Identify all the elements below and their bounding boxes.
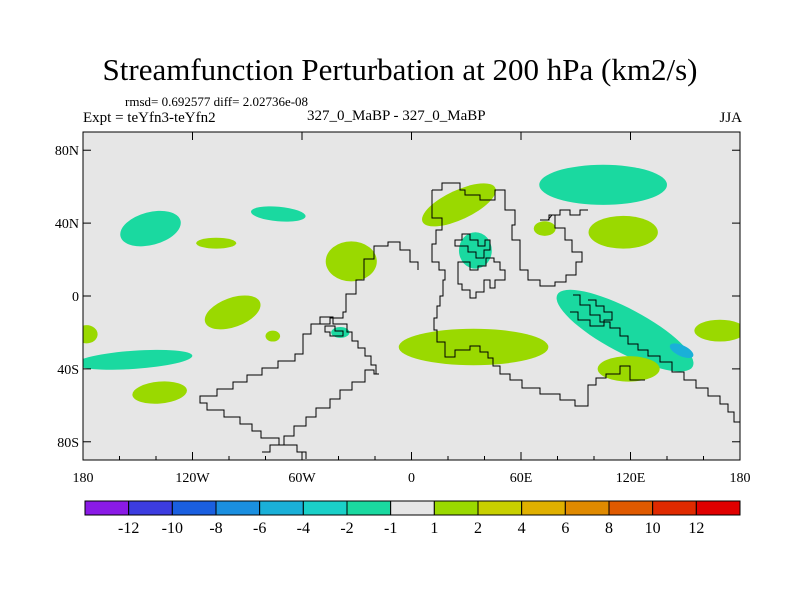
coastline-mesoamerica — [320, 241, 419, 325]
contour-region-16 — [588, 215, 658, 249]
contour-region-11 — [398, 328, 549, 366]
coastline-arabia — [457, 257, 506, 299]
colorbar-label: 4 — [518, 520, 526, 537]
colorbar-box — [302, 500, 348, 516]
contour-region-17 — [556, 289, 694, 372]
coastline-americas-east — [262, 369, 379, 453]
colorbar-label: -8 — [209, 520, 222, 537]
colorbar-box — [259, 500, 304, 516]
y-tick-label: 80S — [57, 436, 79, 451]
contour-region-4 — [325, 241, 377, 282]
colorbar-label: -2 — [340, 520, 353, 537]
colorbar-label: -1 — [384, 520, 397, 537]
contour-region-14 — [533, 221, 556, 236]
contour-fill-layer — [83, 164, 740, 404]
x-axis: 180 120W 60W 0 60E 120E 180 — [73, 132, 751, 486]
y-tick-label: 80N — [55, 144, 79, 159]
colorbar-box — [84, 500, 130, 516]
contour-region-6 — [83, 325, 98, 344]
coastline-caribbean — [324, 325, 344, 337]
contour-region-7 — [83, 349, 193, 370]
colorbar: -12 -10 -8 -6 -4 -2 -1 1 2 4 6 8 10 12 — [84, 500, 741, 537]
contour-region-15 — [539, 164, 667, 205]
y-tick-label: 40N — [55, 217, 79, 232]
contour-region-19 — [597, 356, 660, 382]
colorbar-label: 6 — [561, 520, 569, 537]
x-tick-label: 180 — [730, 471, 751, 486]
colorbar-label: 1 — [430, 520, 438, 537]
x-tick-label: 120W — [175, 471, 210, 486]
contour-region-20 — [694, 319, 740, 342]
coastline-layer — [199, 182, 740, 459]
contour-region-1 — [120, 210, 181, 247]
y-tick-label: 40S — [57, 363, 79, 378]
colorbar-box — [695, 500, 741, 516]
stats-label: rmsd= 0.692577 diff= 2.02736e-08 — [125, 94, 309, 109]
colorbar-box — [564, 500, 610, 516]
colorbar-label: -12 — [118, 520, 139, 537]
coastline-southeast-asia — [573, 294, 740, 423]
contour-region-18 — [669, 343, 694, 358]
experiment-label: Expt = teYfn3-teYfn2 — [83, 110, 216, 126]
colorbar-box — [652, 500, 697, 516]
season-label: JJA — [719, 110, 742, 126]
contour-region-5 — [204, 295, 261, 330]
x-tick-label: 60E — [510, 471, 533, 486]
x-tick-label: 180 — [73, 471, 94, 486]
colorbar-box — [171, 500, 217, 516]
chart-title: Streamfunction Perturbation at 200 hPa (… — [102, 52, 698, 87]
case-label: 327_0_MaBP - 327_0_MaBP — [307, 108, 486, 124]
colorbar-box — [477, 500, 523, 516]
y-axis: 80N 40N 0 40S 80S — [55, 144, 740, 451]
coastline-indonesia — [570, 299, 613, 327]
coastline-japan — [547, 209, 588, 221]
colorbar-label: -10 — [162, 520, 183, 537]
colorbar-box — [608, 500, 654, 516]
colorbar-box — [215, 500, 261, 516]
contour-region-3 — [196, 237, 237, 249]
contour-region-13 — [458, 232, 492, 269]
contour-region-8 — [265, 330, 281, 342]
colorbar-label: 12 — [688, 520, 704, 537]
coastline-americas — [199, 316, 379, 459]
coastline-africa — [431, 190, 645, 407]
coastline-mediterranean — [454, 233, 491, 259]
coastline-eurasia — [432, 182, 583, 287]
colorbar-label: 2 — [474, 520, 482, 537]
x-tick-label: 0 — [408, 471, 415, 486]
contour-region-2 — [250, 206, 306, 222]
colorbar-box — [433, 500, 479, 516]
x-tick-label: 60W — [288, 471, 316, 486]
y-tick-label: 0 — [72, 290, 79, 305]
contour-region-9 — [331, 326, 350, 338]
colorbar-label: 10 — [645, 520, 661, 537]
colorbar-label: -6 — [253, 520, 266, 537]
colorbar-box — [390, 500, 435, 516]
contour-region-12 — [422, 183, 496, 227]
colorbar-label: -4 — [297, 520, 310, 537]
colorbar-box — [346, 500, 392, 516]
colorbar-box — [128, 500, 173, 516]
colorbar-box — [521, 500, 566, 516]
x-tick-label: 120E — [616, 471, 646, 486]
colorbar-label: 8 — [605, 520, 613, 537]
contour-region-10 — [132, 381, 187, 404]
